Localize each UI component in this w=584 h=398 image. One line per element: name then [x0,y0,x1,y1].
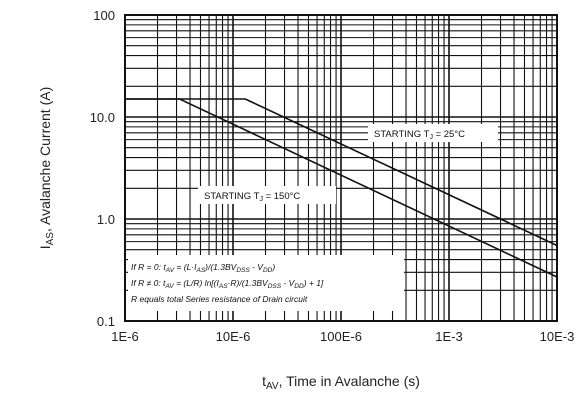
y-tick-label: 0.1 [97,314,115,329]
y-tick-label: 100 [93,8,115,23]
x-tick-label: 100E-6 [320,329,362,344]
x-tick-label: 1E-3 [435,329,462,344]
formula-line-2: If R ≠ 0: tAV = (L/R) ln[(IAS·R)/(1.3BVD… [131,278,324,290]
plot-frame [124,14,558,322]
x-tick-label: 10E-3 [540,329,575,344]
chart-series [125,98,558,278]
series-line-150c [125,98,558,278]
tick-labels: 1E-6 10E-6 100E-6 1E-3 10E-3 0.1 1.0 10.0 100 [90,8,575,344]
annotation-150c: STARTING TJ = 150°C [204,191,300,203]
x-axis-label: tAV, Time in Avalanche (s) [262,373,420,392]
annotation-box-25c [368,124,498,142]
y-tick-label: 10.0 [90,110,115,125]
y-tick-label: 1.0 [97,212,115,227]
x-tick-label: 1E-6 [111,329,138,344]
formula-box [128,255,404,311]
formula-line-3: R equals total Series resistance of Drai… [131,294,308,304]
annotation-box-150c [198,186,336,204]
y-axis-label: IAS, Avalanche Current (A) [37,87,56,250]
x-tick-label: 10E-6 [216,329,251,344]
annotation-25c: STARTING TJ = 25°C [374,129,465,141]
formula-line-1: If R = 0: tAV = (L·IAS)/(1.3BVDSS - VDD) [131,262,275,274]
